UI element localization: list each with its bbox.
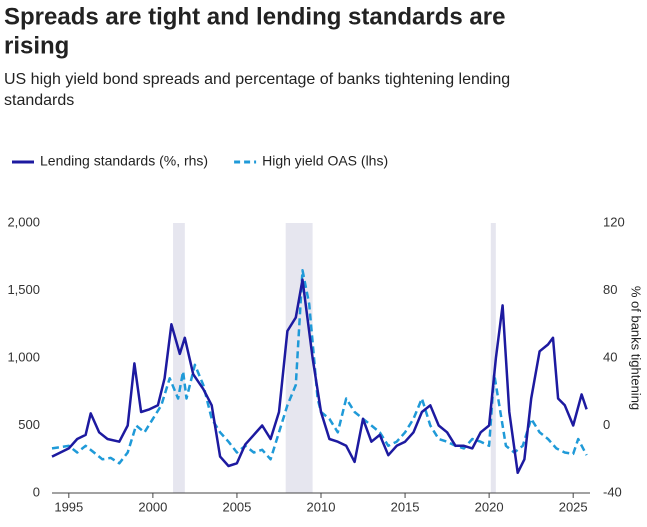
x-tick-label: 2005 [222, 499, 251, 514]
legend-label: Lending standards (%, rhs) [40, 153, 208, 169]
x-tick-label: 2020 [475, 499, 504, 514]
y-tick-label: 1,000 [7, 349, 40, 364]
chart-title: Spreads are tight and lending standards … [4, 3, 505, 30]
y2-tick-label: 40 [603, 349, 617, 364]
y2-tick-label: -40 [603, 484, 622, 499]
chart-subtitle: US high yield bond spreads and percentag… [4, 71, 510, 88]
y-tick-label: 1,500 [7, 282, 40, 297]
y2-tick-label: 120 [603, 214, 625, 229]
series-line [51, 278, 588, 475]
y-tick-label: 500 [18, 417, 40, 432]
x-tick-label: 2000 [138, 499, 167, 514]
y-tick-label: 2,000 [7, 214, 40, 229]
chart-title: rising [4, 32, 69, 59]
recession-shade [490, 223, 496, 493]
y2-tick-label: 80 [603, 282, 617, 297]
y-tick-label: 0 [33, 484, 40, 499]
chart-subtitle: standards [4, 92, 74, 109]
x-tick-label: 2025 [559, 499, 588, 514]
x-tick-label: 2015 [391, 499, 420, 514]
legend-label: High yield OAS (lhs) [262, 153, 388, 169]
recession-shade [285, 223, 313, 493]
x-tick-label: 1995 [54, 499, 83, 514]
x-tick-label: 2010 [307, 499, 336, 514]
recession-shade [173, 223, 185, 493]
y2-tick-label: 0 [603, 417, 610, 432]
y2-axis-title: % of banks tightening [629, 286, 644, 410]
